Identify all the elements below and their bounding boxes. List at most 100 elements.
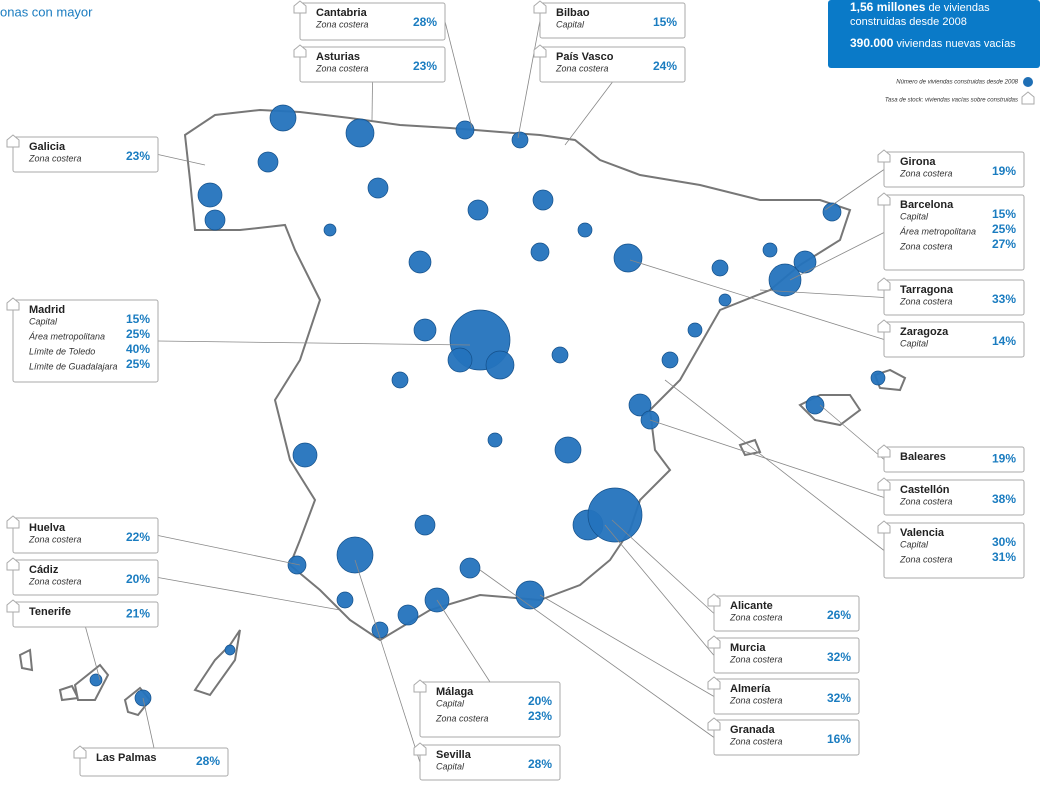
row-value: 23% — [413, 59, 437, 73]
leader-line — [354, 559, 421, 763]
leader-line — [664, 379, 885, 551]
bubble — [467, 199, 489, 221]
bubble — [447, 347, 473, 373]
label-box — [539, 46, 686, 83]
house-icon — [6, 515, 20, 529]
bubble — [793, 250, 817, 274]
house-icon — [6, 134, 20, 148]
row-value: 40% — [126, 342, 150, 356]
row-value: 15% — [653, 15, 677, 29]
label-box — [883, 522, 1025, 579]
bubble — [551, 346, 569, 364]
summary-line2: construidas desde 2008 — [850, 16, 967, 28]
house-icon — [293, 44, 307, 58]
bubble-layer — [89, 104, 886, 707]
bubble — [718, 293, 732, 307]
row-label: Capital — [900, 539, 929, 549]
box-name: Bilbao — [556, 7, 590, 19]
row-value: 28% — [528, 757, 552, 771]
bubble — [587, 487, 643, 543]
bubble — [371, 621, 389, 639]
box-value: 19% — [992, 452, 1016, 466]
box-name: Cantabria — [316, 7, 368, 19]
bubble — [628, 393, 652, 417]
bubble — [511, 131, 529, 149]
bubble — [414, 514, 436, 536]
title: onas con mayor — [0, 4, 93, 19]
bubble — [269, 104, 297, 132]
row-label: Límite de Toledo — [29, 346, 95, 356]
row-value: 22% — [126, 530, 150, 544]
bubble — [532, 189, 554, 211]
row-label: Zona costera — [899, 496, 953, 506]
bubble — [711, 259, 729, 277]
row-label: Capital — [436, 698, 465, 708]
bubble — [336, 591, 354, 609]
leader-line — [759, 289, 885, 298]
bubble — [224, 644, 236, 656]
house-icon — [533, 44, 547, 58]
label-box — [883, 194, 1025, 271]
row-value: 23% — [126, 149, 150, 163]
row-label: Capital — [29, 316, 58, 326]
row-label: Zona costera — [28, 576, 82, 586]
row-value: 32% — [827, 650, 851, 664]
bubble — [204, 209, 226, 231]
house-icon — [877, 277, 891, 291]
house-icon — [533, 0, 547, 14]
row-label: Área metropolitana — [899, 226, 976, 236]
label-box — [713, 595, 860, 632]
row-value: 28% — [413, 15, 437, 29]
summary-line1: 1,56 millones de viviendas — [850, 0, 990, 14]
bubble — [613, 243, 643, 273]
bubble — [515, 580, 545, 610]
bubble — [661, 351, 679, 369]
house-icon — [413, 742, 427, 756]
leader-line — [436, 599, 491, 683]
row-value: 15% — [126, 312, 150, 326]
box-name: Sevilla — [436, 749, 472, 761]
label-box — [419, 681, 561, 738]
box-name: Galicia — [29, 141, 66, 153]
leader-line — [564, 81, 613, 146]
row-value: 31% — [992, 550, 1016, 564]
bubble — [687, 322, 703, 338]
row-value: 25% — [126, 327, 150, 341]
row-value: 25% — [126, 357, 150, 371]
row-label: Área metropolitana — [28, 331, 105, 341]
row-label: Zona costera — [28, 153, 82, 163]
row-label: Capital — [556, 19, 585, 29]
row-label: Zona costera — [899, 296, 953, 306]
label-box — [419, 744, 561, 781]
box-name: Zaragoza — [900, 326, 949, 338]
box-name: Málaga — [436, 686, 474, 698]
leader-line — [142, 697, 155, 749]
row-value: 14% — [992, 334, 1016, 348]
box-name: Girona — [900, 156, 936, 168]
leader-line — [539, 594, 715, 697]
label-box — [12, 601, 159, 628]
leader-line — [157, 154, 206, 166]
row-value: 20% — [126, 572, 150, 586]
legend-house-icon — [1021, 91, 1035, 105]
row-value: 15% — [992, 207, 1016, 221]
label-box — [713, 678, 860, 715]
label-box — [883, 151, 1025, 188]
bubble — [408, 250, 432, 274]
house-icon — [707, 593, 721, 607]
leader-line — [789, 232, 885, 281]
box-name: Las Palmas — [96, 752, 157, 764]
row-label: Límite de Guadalajara — [29, 361, 118, 371]
label-box — [883, 321, 1025, 358]
bubble — [455, 120, 475, 140]
leader-lines — [85, 20, 885, 763]
row-label: Zona costera — [899, 554, 953, 564]
box-name: Murcia — [730, 642, 766, 654]
box-name: Almería — [730, 683, 771, 695]
summary-line3: 390.000 viviendas nuevas vacías — [850, 36, 1016, 50]
row-label: Zona costera — [315, 19, 369, 29]
house-icon — [877, 477, 891, 491]
leader-line — [157, 535, 301, 566]
bubble — [487, 432, 503, 448]
